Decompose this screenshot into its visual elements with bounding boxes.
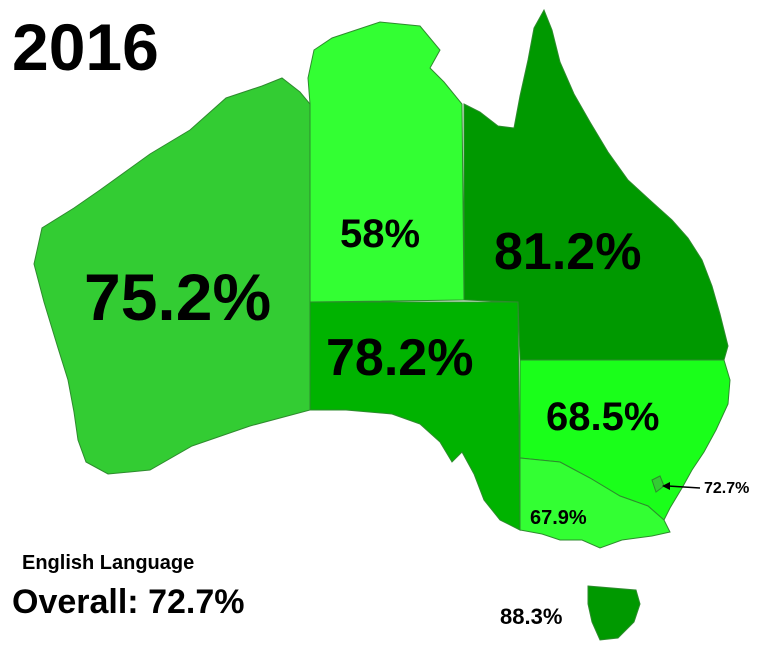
label-qld: 81.2% <box>494 223 642 281</box>
overall-label: Overall: <box>12 583 139 621</box>
label-act: 72.7% <box>704 480 750 497</box>
region-tas <box>587 585 641 641</box>
act-arrow-head <box>662 482 670 490</box>
label-tas: 88.3% <box>500 604 563 629</box>
label-nt: 58% <box>340 212 421 256</box>
overall-summary: Overall: 72.7% <box>12 585 244 619</box>
overall-value: 72.7% <box>148 583 245 621</box>
region-vic <box>519 457 671 549</box>
label-nsw: 68.5% <box>546 395 660 439</box>
region-sa <box>309 301 521 531</box>
region-qld <box>463 8 729 361</box>
label-wa: 75.2% <box>84 260 272 334</box>
label-vic: 67.9% <box>530 507 587 529</box>
act-arrow-line <box>667 485 701 489</box>
subtitle: English Language <box>22 552 195 574</box>
label-sa: 78.2% <box>326 329 474 387</box>
region-wa <box>33 77 311 475</box>
region-nt <box>307 21 465 303</box>
map-title: 2016 <box>12 10 159 84</box>
